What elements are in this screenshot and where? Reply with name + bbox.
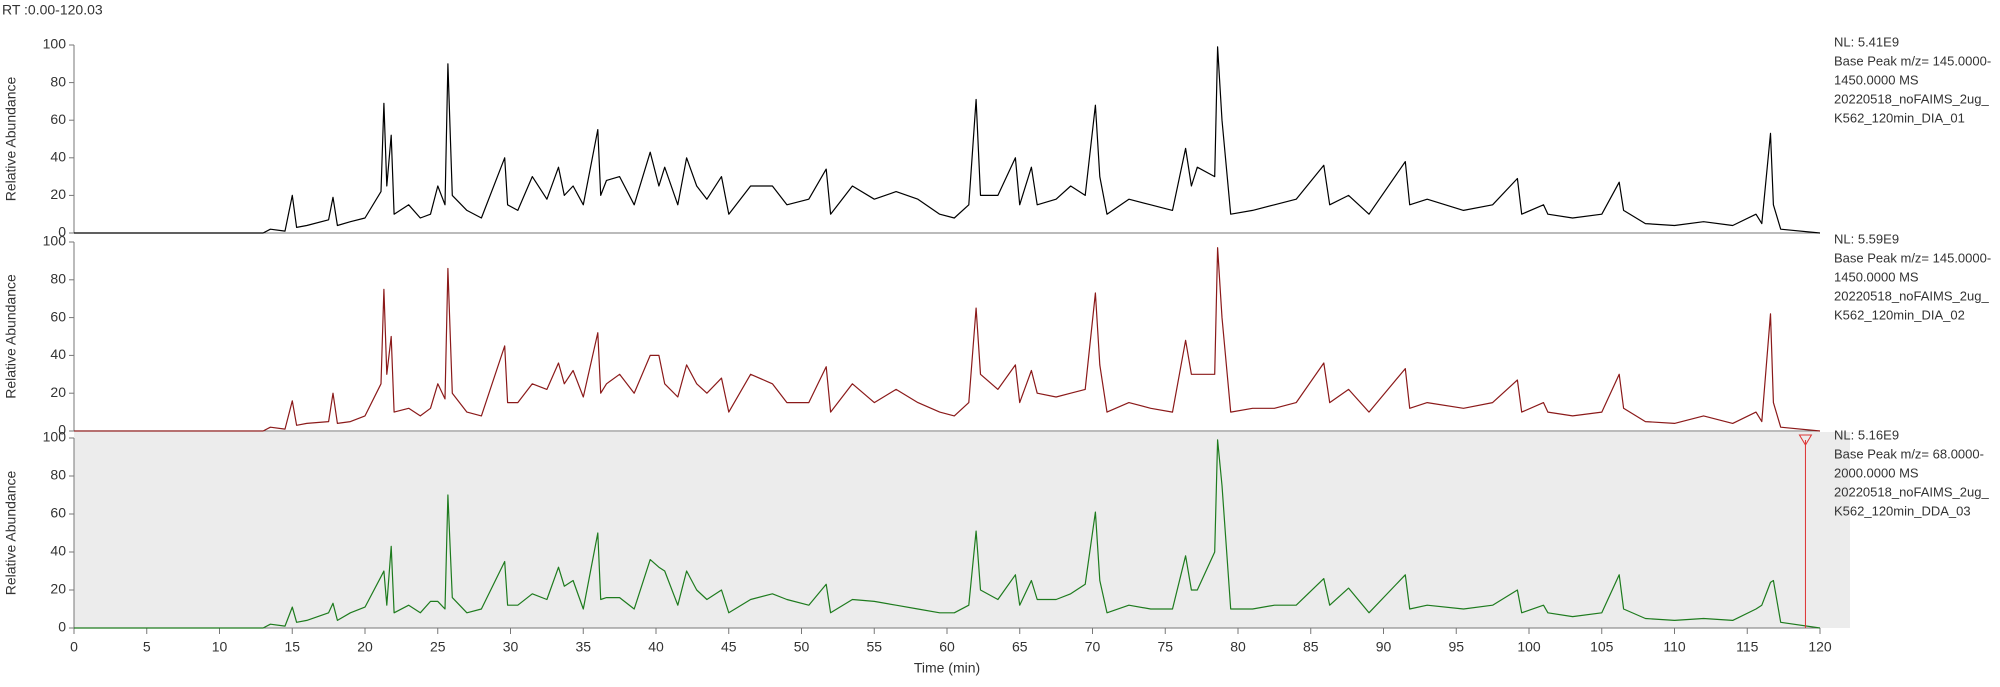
cursor-marker — [1798, 434, 1813, 446]
y-tick-label: 40 — [50, 149, 66, 165]
y-tick-label: 0 — [58, 224, 66, 240]
x-tick-label: 40 — [648, 639, 664, 655]
y-tick-label: 40 — [50, 346, 66, 362]
x-tick-label: 50 — [794, 639, 810, 655]
rt-range: RT :0.00-120.03 — [2, 2, 103, 18]
trace-info: NL: 5.59E9 — [1834, 231, 1899, 246]
x-tick-label: 110 — [1663, 639, 1686, 655]
x-tick-label: 90 — [1376, 639, 1392, 655]
y-axis-label: Relative Abundance — [3, 471, 19, 596]
trace-info: 1450.0000 MS — [1834, 72, 1919, 87]
trace-info: Base Peak m/z= 68.0000- — [1834, 446, 1984, 461]
x-tick-label: 100 — [1517, 639, 1541, 655]
y-tick-label: 20 — [50, 186, 66, 202]
y-tick-label: 80 — [50, 467, 66, 483]
y-tick-label: 100 — [43, 429, 67, 445]
x-tick-label: 10 — [212, 639, 228, 655]
trace-info: 20220518_noFAIMS_2ug_ — [1834, 484, 1989, 499]
x-tick-label: 120 — [1808, 639, 1832, 655]
trace-info: 20220518_noFAIMS_2ug_ — [1834, 288, 1989, 303]
x-tick-label: 85 — [1303, 639, 1319, 655]
trace — [74, 247, 1821, 432]
y-tick-label: 20 — [50, 581, 66, 597]
y-tick-label: 60 — [50, 111, 66, 127]
trace-info: K562_120min_DIA_01 — [1834, 110, 1965, 125]
x-tick-label: 35 — [575, 639, 591, 655]
x-tick-label: 15 — [284, 639, 300, 655]
x-tick-label: 25 — [430, 639, 446, 655]
trace-info: Base Peak m/z= 145.0000- — [1834, 53, 1991, 68]
y-tick-label: 80 — [50, 73, 66, 89]
y-tick-label: 20 — [50, 384, 66, 400]
x-tick-label: 65 — [1012, 639, 1028, 655]
y-tick-label: 80 — [50, 271, 66, 287]
trace — [74, 46, 1821, 234]
trace — [74, 439, 1821, 629]
y-tick-label: 60 — [50, 505, 66, 521]
x-tick-label: 5 — [143, 639, 151, 655]
x-tick-label: 0 — [70, 639, 78, 655]
trace-info: 20220518_noFAIMS_2ug_ — [1834, 91, 1989, 106]
x-tick-label: 95 — [1448, 639, 1464, 655]
y-axis-label: Relative Abundance — [3, 274, 19, 399]
plot-background — [74, 432, 1850, 628]
x-tick-label: 30 — [503, 639, 519, 655]
trace-info: 1450.0000 MS — [1834, 269, 1919, 284]
x-axis-label: Time (min) — [914, 660, 980, 676]
x-tick-label: 70 — [1085, 639, 1101, 655]
y-tick-label: 100 — [43, 36, 67, 52]
y-tick-label: 0 — [58, 619, 66, 635]
y-tick-label: 100 — [43, 233, 67, 249]
trace-info: NL: 5.41E9 — [1834, 34, 1899, 49]
y-tick-label: 40 — [50, 543, 66, 559]
trace-info: Base Peak m/z= 145.0000- — [1834, 250, 1991, 265]
trace-info: K562_120min_DDA_03 — [1834, 503, 1971, 518]
x-tick-label: 105 — [1590, 639, 1614, 655]
y-tick-label: 60 — [50, 308, 66, 324]
x-tick-label: 60 — [939, 639, 955, 655]
x-tick-label: 45 — [721, 639, 737, 655]
trace-info: 2000.0000 MS — [1834, 465, 1919, 480]
x-tick-label: 115 — [1736, 639, 1759, 655]
y-axis-label: Relative Abundance — [3, 77, 19, 202]
y-tick-label: 0 — [58, 422, 66, 438]
x-tick-label: 55 — [866, 639, 882, 655]
trace-info: K562_120min_DIA_02 — [1834, 307, 1965, 322]
x-tick-label: 20 — [357, 639, 373, 655]
x-tick-label: 75 — [1157, 639, 1173, 655]
trace-info: NL: 5.16E9 — [1834, 427, 1899, 442]
x-tick-label: 80 — [1230, 639, 1246, 655]
